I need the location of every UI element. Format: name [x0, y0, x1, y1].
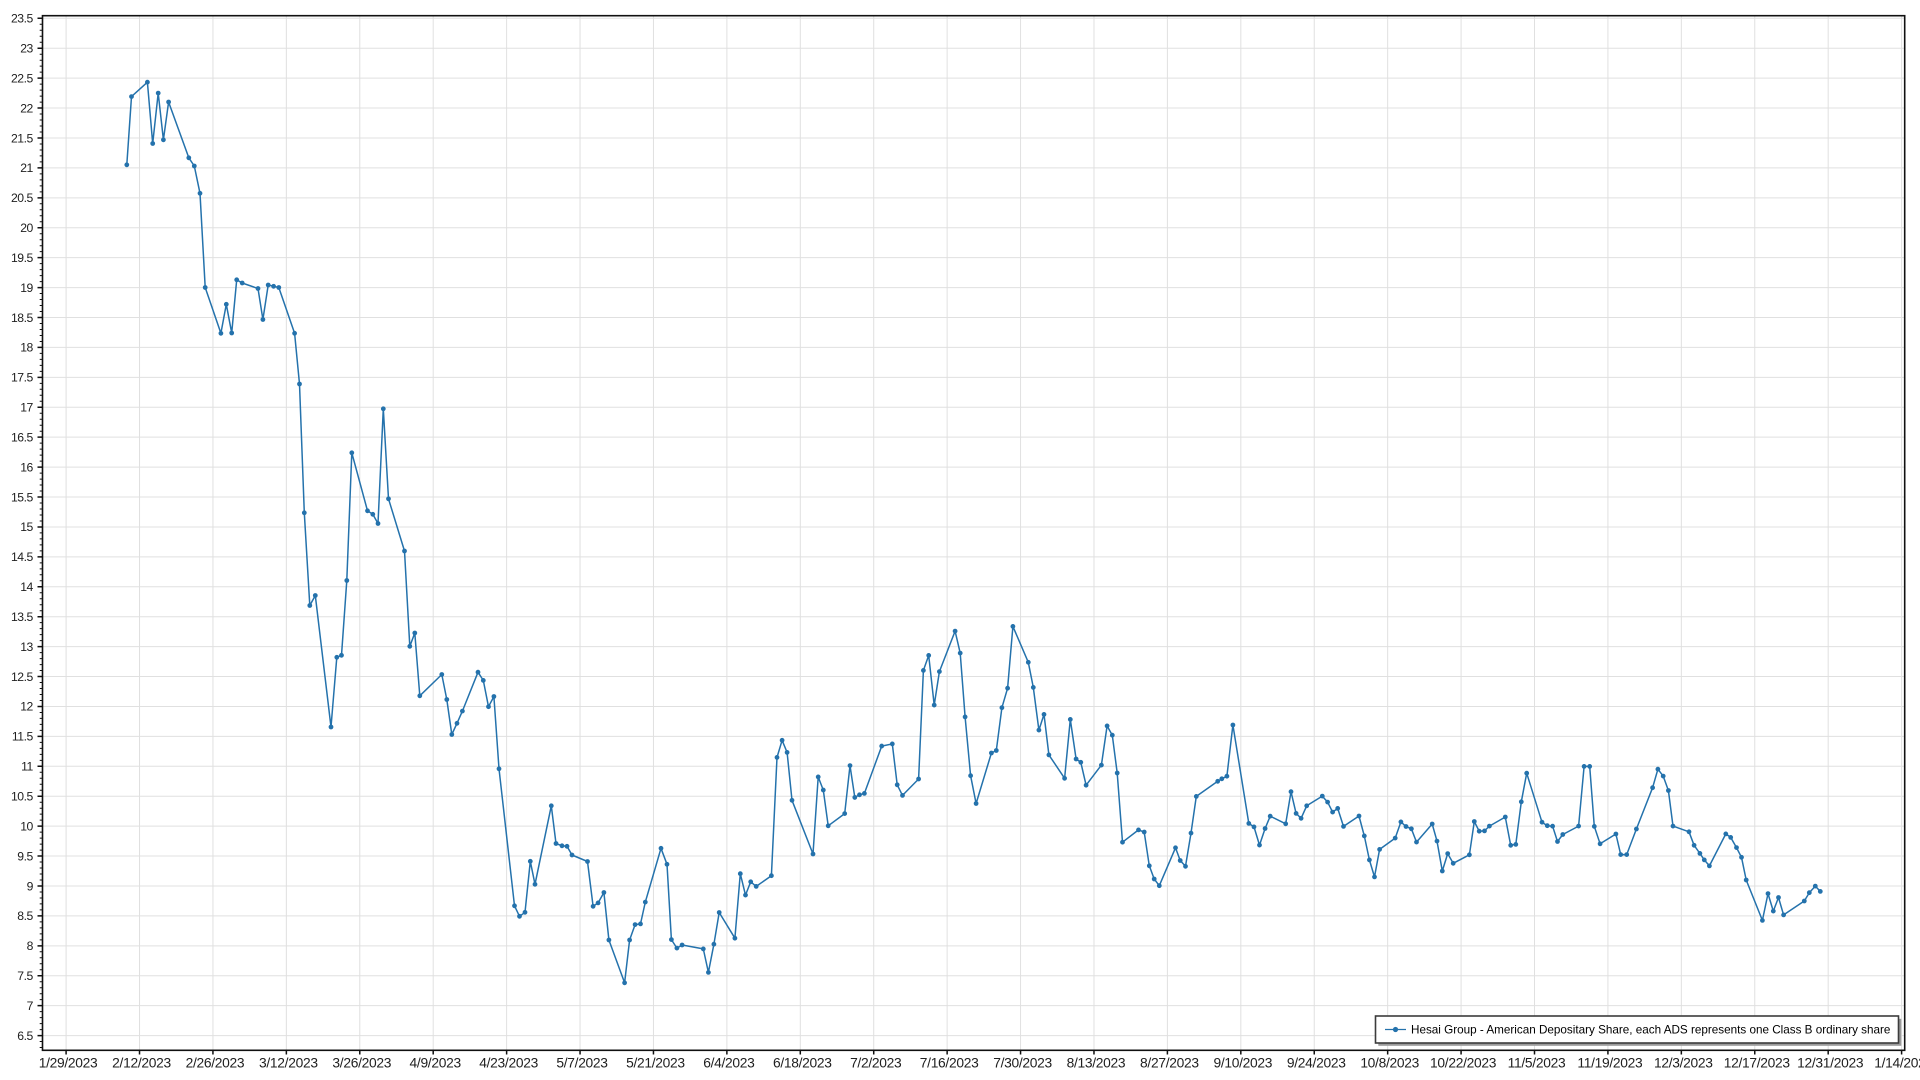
- svg-text:5/21/2023: 5/21/2023: [626, 1056, 685, 1071]
- svg-text:12/17/2023: 12/17/2023: [1724, 1056, 1791, 1071]
- svg-text:3/12/2023: 3/12/2023: [259, 1056, 318, 1071]
- svg-text:10.5: 10.5: [11, 789, 34, 803]
- svg-text:17: 17: [20, 401, 33, 415]
- svg-text:4/9/2023: 4/9/2023: [410, 1056, 462, 1071]
- svg-text:19: 19: [20, 281, 33, 295]
- svg-text:7: 7: [27, 999, 34, 1013]
- svg-text:9.5: 9.5: [17, 849, 33, 863]
- svg-text:22: 22: [20, 101, 33, 115]
- svg-text:15: 15: [20, 520, 33, 534]
- svg-text:3/26/2023: 3/26/2023: [332, 1056, 391, 1071]
- svg-text:23: 23: [20, 41, 33, 55]
- svg-text:12: 12: [20, 700, 33, 714]
- svg-text:6.5: 6.5: [17, 1029, 33, 1043]
- svg-text:18.5: 18.5: [11, 311, 34, 325]
- svg-text:9/10/2023: 9/10/2023: [1213, 1056, 1272, 1071]
- svg-text:16: 16: [20, 460, 33, 474]
- svg-text:2/26/2023: 2/26/2023: [186, 1056, 245, 1071]
- svg-text:21: 21: [20, 161, 33, 175]
- svg-text:11: 11: [21, 760, 33, 774]
- svg-text:14.5: 14.5: [11, 550, 34, 564]
- svg-text:7/30/2023: 7/30/2023: [993, 1056, 1052, 1071]
- svg-text:21.5: 21.5: [11, 131, 34, 145]
- svg-text:23.5: 23.5: [11, 12, 34, 26]
- svg-text:20.5: 20.5: [11, 191, 34, 205]
- svg-text:1/29/2023: 1/29/2023: [39, 1056, 98, 1071]
- svg-text:20: 20: [20, 221, 33, 235]
- svg-text:8/13/2023: 8/13/2023: [1067, 1056, 1126, 1071]
- svg-text:13: 13: [20, 640, 33, 654]
- svg-text:12/31/2023: 12/31/2023: [1797, 1056, 1864, 1071]
- svg-text:15.5: 15.5: [11, 490, 34, 504]
- svg-text:12.5: 12.5: [11, 670, 34, 684]
- svg-text:12/3/2023: 12/3/2023: [1654, 1056, 1713, 1071]
- svg-text:5/7/2023: 5/7/2023: [556, 1056, 608, 1071]
- svg-text:19.5: 19.5: [11, 251, 34, 265]
- svg-text:22.5: 22.5: [11, 71, 34, 85]
- svg-text:8/27/2023: 8/27/2023: [1140, 1056, 1199, 1071]
- svg-text:8: 8: [27, 939, 34, 953]
- svg-text:7.5: 7.5: [17, 969, 33, 983]
- svg-text:14: 14: [20, 580, 33, 594]
- svg-text:13.5: 13.5: [11, 610, 34, 624]
- svg-text:10/8/2023: 10/8/2023: [1360, 1056, 1419, 1071]
- svg-text:9: 9: [27, 879, 34, 893]
- svg-text:6/4/2023: 6/4/2023: [703, 1056, 755, 1071]
- svg-text:17.5: 17.5: [11, 371, 34, 385]
- svg-text:10: 10: [20, 819, 33, 833]
- svg-text:10/22/2023: 10/22/2023: [1430, 1056, 1497, 1071]
- svg-text:4/23/2023: 4/23/2023: [479, 1056, 538, 1071]
- svg-text:8.5: 8.5: [17, 909, 33, 923]
- svg-text:7/16/2023: 7/16/2023: [920, 1056, 979, 1071]
- svg-text:9/24/2023: 9/24/2023: [1287, 1056, 1346, 1071]
- svg-text:1/14/2024: 1/14/2024: [1874, 1056, 1920, 1071]
- svg-text:11/5/2023: 11/5/2023: [1508, 1056, 1566, 1071]
- svg-text:16.5: 16.5: [11, 430, 34, 444]
- svg-text:6/18/2023: 6/18/2023: [773, 1056, 832, 1071]
- svg-text:11/19/2023: 11/19/2023: [1577, 1056, 1643, 1071]
- svg-text:7/2/2023: 7/2/2023: [850, 1056, 902, 1071]
- svg-text:2/12/2023: 2/12/2023: [112, 1056, 171, 1071]
- svg-text:Hesai Group - American Deposit: Hesai Group - American Depositary Share,…: [1411, 1024, 1890, 1037]
- svg-text:18: 18: [20, 341, 33, 355]
- svg-text:11.5: 11.5: [12, 730, 34, 744]
